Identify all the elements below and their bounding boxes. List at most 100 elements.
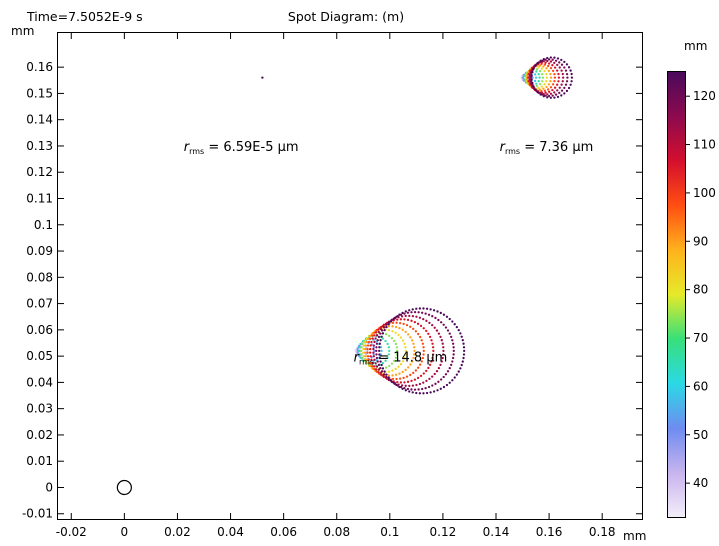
rms-label-3: rrms = 14.8 μm [354,350,448,366]
spot-point [364,355,367,358]
spot-point [362,347,365,351]
spot-point [381,367,385,370]
spot-point [375,353,378,356]
spot-point [413,320,417,324]
spot-point [358,349,361,353]
spot-point [558,86,561,89]
spot-point [560,58,563,62]
y-tick-label: 0.04 [26,375,53,389]
spot-point [446,329,450,332]
spot-point [408,390,411,393]
spot-point [376,360,379,363]
spot-point [545,72,548,76]
spot-point [431,342,434,345]
spot-point [451,379,454,382]
spot-point [375,334,379,337]
spot-point [549,86,553,89]
spot-point [392,381,395,384]
spot-point [451,356,455,360]
spot-point [558,91,561,95]
spot-point [394,331,397,334]
spot-point [455,373,459,376]
spot-point [374,337,377,340]
spot-point [444,326,448,329]
spot-point [537,86,540,89]
y-tick-label: 0.15 [26,86,53,100]
spot-point [387,370,391,373]
spot-point [553,96,556,99]
colorbar-tick-label: 100 [693,186,716,200]
spot-point [451,342,455,345]
spot-point [399,336,403,339]
rms-label-1: rrms = 6.59E-5 μm [184,140,299,156]
spot-point [407,366,410,369]
spot-point [382,326,386,329]
spot-point [399,313,403,316]
spot-point [538,76,541,79]
spot-point [420,339,423,342]
spot-point [535,84,539,88]
spot-point [375,365,379,368]
x-tick-label: -0.02 [56,525,87,539]
spot-point [366,347,369,351]
spot-point [528,78,531,81]
spot-point [558,66,561,69]
spot-point [375,349,378,353]
spot-point [434,382,437,385]
spot-point [442,346,445,349]
spot-point [427,332,430,335]
spot-point [545,76,549,79]
spot-point [549,76,553,79]
spot-point [392,317,395,321]
spot-point [418,392,422,395]
spot-point [546,59,549,63]
x-tick-label: 0.14 [483,525,510,539]
spot-2 [520,56,574,99]
spot-point [448,381,451,384]
spot-point [542,87,545,90]
spot-point [416,376,420,380]
spot-point [565,80,569,83]
spot-point [396,380,399,384]
spot-point [391,325,394,328]
spot-point [529,69,532,72]
spot-point [556,83,559,86]
spot-point [460,335,463,338]
spot-point [381,337,385,340]
spot-point [545,67,548,70]
spot-point [459,367,462,370]
spot-point [417,366,420,369]
spot-point [384,333,388,336]
colorbar-tick-label: 80 [693,283,708,297]
spot-point [364,344,367,347]
spot-point [439,311,442,315]
spot-point [569,83,572,86]
spot-point [404,389,407,392]
spot-point [453,323,456,326]
spot-point [462,353,466,356]
y-tick-label: 0.16 [26,60,53,74]
spot-point [411,339,414,342]
spot-point [387,323,390,326]
spot-point [405,323,409,327]
spot-point [411,391,414,394]
spot-point [379,367,382,370]
spot-point [431,384,434,387]
spot-point [560,63,564,66]
spot-point [441,342,444,345]
spot-point [547,69,551,73]
spot-point [428,321,431,324]
spot-point [533,73,537,76]
spot-point [399,377,402,380]
spot-point [394,325,398,329]
spot-point [373,349,376,353]
spot-point [428,377,431,381]
spot-point [536,91,539,94]
colorbar-unit: mm [684,39,707,53]
x-tick-label: 0.04 [217,525,244,539]
x-tick-label: 0.1 [380,525,399,539]
y-tick-label: 0.08 [26,270,53,284]
spot-point [538,64,542,67]
spot-point [395,383,398,387]
spot-point [553,73,556,76]
